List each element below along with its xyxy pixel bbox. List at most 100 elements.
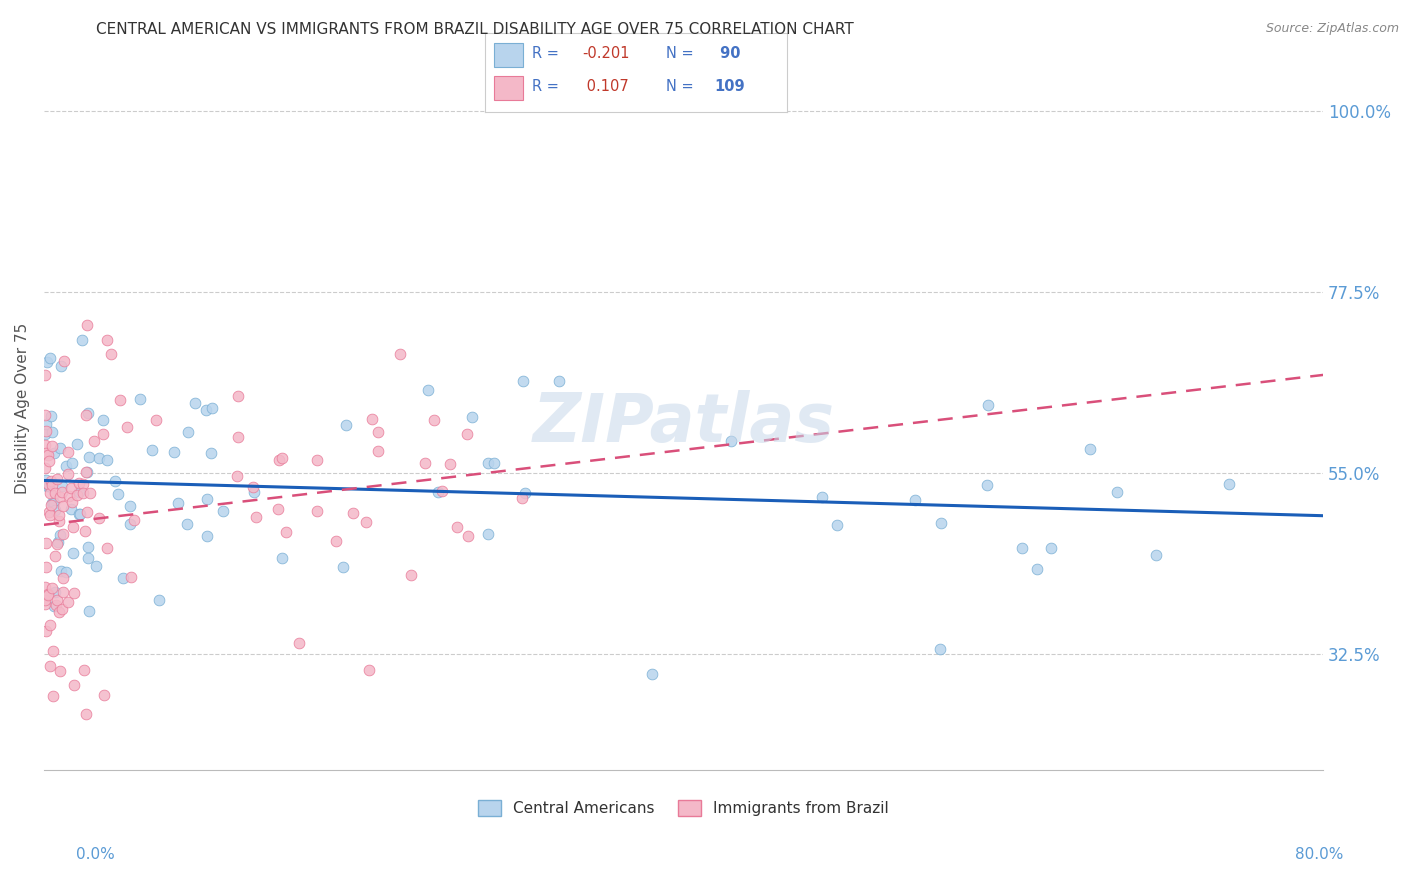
Point: [52, 499, 75, 513]
Point: [456, 426, 478, 441]
Point: [55, 565, 77, 579]
Point: [38, 658, 60, 673]
Point: [52, 527, 75, 541]
Point: [77, 450, 100, 464]
Point: [416, 383, 439, 397]
Point: [56, 445, 79, 459]
Point: [399, 567, 422, 582]
Text: N =: N =: [666, 78, 695, 94]
Point: [267, 502, 290, 516]
Point: [163, 445, 186, 459]
Point: [79, 485, 101, 500]
Point: [513, 485, 536, 500]
Point: [195, 491, 218, 506]
Point: [270, 451, 292, 466]
Point: [270, 551, 292, 566]
Point: [34, 473, 56, 487]
Point: [34, 438, 56, 452]
Text: ZIPatlas: ZIPatlas: [533, 390, 835, 456]
Point: [167, 496, 190, 510]
Point: [413, 456, 436, 470]
Point: [115, 420, 138, 434]
Point: [34, 580, 56, 594]
Point: [76, 504, 98, 518]
Point: [96, 453, 118, 467]
Point: [37, 479, 59, 493]
Point: [59, 481, 82, 495]
Point: [267, 453, 290, 467]
Point: [38, 508, 60, 522]
Point: [35, 624, 58, 638]
Y-axis label: Disability Age Over 75: Disability Age Over 75: [15, 323, 30, 494]
Point: [60, 456, 83, 470]
Point: [58, 489, 80, 503]
Point: [35, 424, 58, 438]
Point: [904, 493, 927, 508]
Point: [34, 408, 56, 422]
Legend: Central Americans, Immigrants from Brazil: Central Americans, Immigrants from Brazi…: [472, 794, 894, 822]
Text: CENTRAL AMERICAN VS IMMIGRANTS FROM BRAZIL DISABILITY AGE OVER 75 CORRELATION CH: CENTRAL AMERICAN VS IMMIGRANTS FROM BRAZ…: [96, 22, 853, 37]
Point: [73, 524, 96, 538]
Point: [1040, 541, 1063, 556]
Point: [44, 549, 66, 563]
Point: [41, 425, 63, 439]
Point: [201, 401, 224, 415]
Point: [37, 588, 59, 602]
Point: [38, 479, 60, 493]
Point: [332, 560, 354, 574]
Point: [34, 368, 56, 383]
Point: [48, 514, 70, 528]
Point: [512, 374, 534, 388]
Point: [41, 478, 63, 492]
Point: [67, 484, 90, 499]
Point: [342, 507, 364, 521]
Point: [39, 351, 62, 365]
Point: [55, 458, 77, 473]
Point: [34, 593, 56, 607]
FancyBboxPatch shape: [494, 43, 523, 67]
Point: [122, 513, 145, 527]
Point: [39, 409, 62, 423]
Point: [66, 488, 89, 502]
Point: [41, 496, 63, 510]
Point: [307, 452, 329, 467]
Point: [477, 456, 499, 470]
Point: [52, 584, 75, 599]
Point: [810, 490, 832, 504]
Point: [46, 471, 69, 485]
Point: [427, 484, 450, 499]
Point: [928, 641, 950, 656]
Point: [37, 477, 59, 491]
Point: [76, 318, 98, 333]
Point: [976, 477, 998, 491]
Point: [58, 595, 80, 609]
Point: [195, 529, 218, 543]
Point: [194, 403, 217, 417]
Point: [200, 446, 222, 460]
Point: [75, 408, 97, 422]
Point: [91, 426, 114, 441]
Point: [66, 437, 89, 451]
Point: [60, 502, 83, 516]
Text: Source: ZipAtlas.com: Source: ZipAtlas.com: [1265, 22, 1399, 36]
Point: [44, 486, 66, 500]
Point: [457, 529, 479, 543]
Point: [1218, 476, 1240, 491]
Point: [1011, 541, 1033, 555]
Point: [39, 474, 62, 488]
Point: [100, 347, 122, 361]
Point: [129, 392, 152, 406]
Point: [45, 598, 67, 612]
Point: [72, 476, 94, 491]
Point: [184, 396, 207, 410]
Point: [58, 467, 80, 481]
Point: [42, 446, 65, 460]
Point: [39, 499, 62, 513]
Point: [89, 451, 111, 466]
Point: [977, 398, 1000, 412]
Point: [367, 425, 389, 440]
Point: [212, 504, 235, 518]
Point: [93, 688, 115, 702]
Point: [87, 511, 110, 525]
Point: [63, 585, 86, 599]
